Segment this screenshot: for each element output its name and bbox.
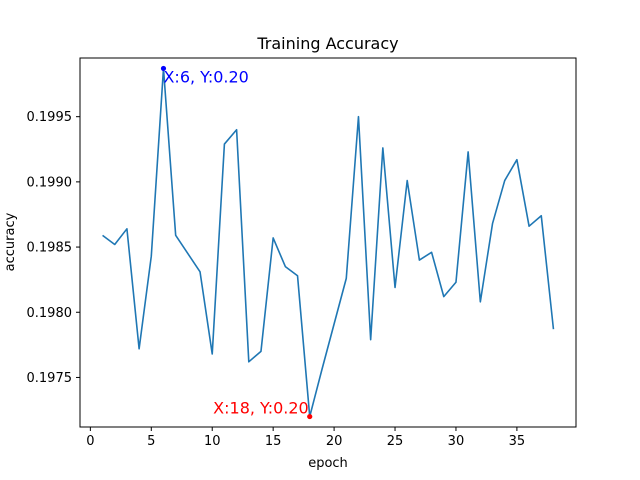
x-tick-label: 25	[387, 434, 404, 449]
annotation-label: X:18, Y:0.20	[213, 399, 309, 418]
y-tick-label: 0.1990	[27, 175, 73, 190]
axes-frame	[79, 57, 577, 428]
plot-area: X:6, Y:0.20 X:18, Y:0.20	[102, 65, 555, 420]
y-tick-label: 0.1985	[27, 241, 73, 256]
x-tick-label: 10	[204, 434, 221, 449]
x-tick-label: 0	[86, 434, 94, 449]
annotation-label: X:6, Y:0.20	[163, 67, 248, 86]
x-tick-label: 5	[147, 434, 155, 449]
annotation-point	[307, 413, 313, 420]
y-tick-label: 0.1980	[27, 306, 73, 321]
x-tick-label: 35	[509, 434, 526, 449]
x-tick-label: 15	[265, 434, 282, 449]
x-tick-label: 20	[326, 434, 343, 449]
x-tick-label: 30	[448, 434, 465, 449]
y-axis-label: accuracy	[3, 212, 18, 271]
chart-title: Training Accuracy	[256, 34, 398, 53]
annotation-point	[160, 65, 167, 72]
y-tick-label: 0.1995	[27, 110, 73, 125]
series-line	[102, 67, 555, 418]
y-tick-label: 0.1975	[27, 371, 73, 386]
x-axis-label: epoch	[308, 456, 348, 471]
x-axis: 0 5 10 15 20 25 30 35	[86, 427, 525, 449]
y-axis: 0.1975 0.1980 0.1985 0.1990 0.1995	[27, 110, 80, 386]
